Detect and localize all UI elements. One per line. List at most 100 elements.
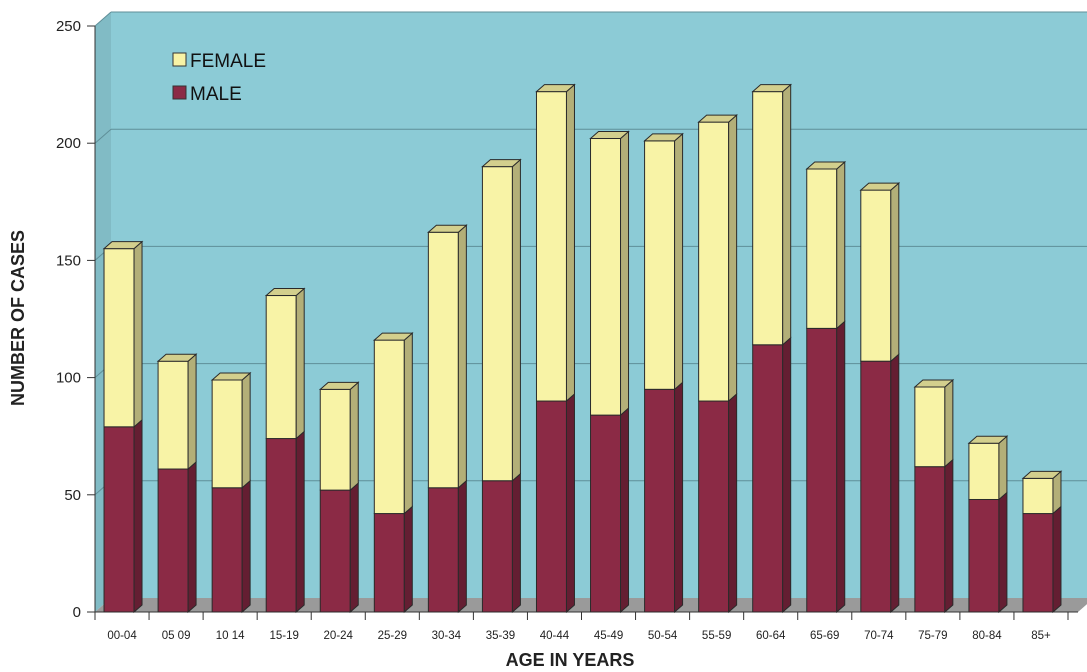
bar-top-00-04 — [102, 241, 144, 250]
bar-male-65-69-side — [836, 320, 846, 614]
x-tick-label: 05 09 — [162, 630, 191, 642]
x-tick-label: 60-64 — [756, 630, 786, 642]
bar-top-60-64 — [751, 84, 793, 93]
axes — [87, 25, 1078, 620]
bar-female-60-64 — [752, 91, 784, 346]
x-tick-label: 35-39 — [486, 630, 515, 642]
x-tick-label: 70-74 — [864, 630, 894, 642]
bar-stack-85+ — [1021, 470, 1063, 614]
bar-female-55-59-side — [728, 114, 738, 403]
bar-male-45-49-side — [620, 407, 630, 614]
bar-stack-40-44 — [535, 83, 576, 614]
bar-male-20-24 — [319, 489, 351, 613]
bar-stack-75-79 — [913, 378, 955, 614]
bar-female-10-14-side — [241, 371, 251, 489]
x-tick-labels: 00-04 05 09 10 14 15-19 20-24 25-29 30-34 35-39… — [107, 630, 1051, 642]
bar-top-70-74 — [859, 182, 901, 191]
y-tick-label: 150 — [56, 252, 81, 269]
x-tick-label: 50-54 — [648, 630, 678, 642]
bar-male-55-59-side — [728, 392, 738, 614]
bar-female-10-14 — [211, 379, 243, 489]
bar-stack-00-04 — [102, 240, 144, 614]
bar-top-40-44 — [535, 84, 576, 93]
bar-stack-70-74 — [859, 181, 901, 614]
y-tick-labels: 0 50 100 150 200 250 — [56, 18, 81, 621]
bar-female-30-34 — [427, 231, 459, 489]
bar-male-70-74-side — [890, 353, 900, 614]
bar-top-75-79 — [913, 379, 955, 388]
bar-female-00-04 — [103, 248, 135, 428]
bar-female-60-64-side — [782, 83, 792, 346]
bar-stack-15-19 — [264, 287, 306, 614]
gridline-side — [94, 128, 112, 144]
bar-top-50-54 — [643, 133, 684, 142]
bar-male-80-84 — [968, 498, 1000, 613]
bar-male-25-29 — [373, 513, 405, 613]
bar-top-05-09 — [156, 353, 198, 362]
bar-male-35-39 — [481, 480, 513, 613]
bar-female-35-39-side — [511, 158, 521, 482]
bar-female-65-69 — [806, 168, 838, 329]
bar-stack-30-34 — [427, 224, 468, 614]
bar-top-55-59 — [697, 114, 738, 123]
bar-male-20-24-side — [349, 482, 359, 614]
bar-male-05-09 — [157, 468, 189, 613]
bar-male-85+ — [1022, 513, 1054, 613]
bar-top-65-69 — [805, 161, 847, 170]
x-tick-label: 40-44 — [540, 630, 570, 642]
bar-male-10-14 — [211, 487, 243, 613]
bar-top-20-24 — [318, 381, 360, 390]
bar-female-50-54-side — [674, 132, 684, 391]
bar-stack-45-49 — [589, 130, 630, 614]
bar-female-40-44 — [535, 91, 567, 402]
bar-male-65-69 — [806, 327, 838, 613]
x-axis-title: AGE IN YEARS — [506, 650, 635, 670]
bar-male-35-39-side — [511, 472, 521, 614]
bar-male-15-19 — [265, 438, 297, 613]
legend: FEMALE MALE — [172, 51, 266, 105]
y-tick-label: 100 — [56, 370, 81, 387]
bar-female-30-34-side — [457, 224, 467, 489]
bar-female-55-59 — [698, 121, 730, 402]
y-axis-title: NUMBER OF CASES — [8, 230, 28, 406]
x-tick-label: 65-69 — [810, 630, 839, 642]
bar-female-05-09-side — [187, 353, 197, 471]
x-tick-label: 85+ — [1031, 630, 1051, 642]
x-tick-label: 30-34 — [432, 630, 462, 642]
x-tick-label: 80-84 — [972, 630, 1002, 642]
y-tick-label: 50 — [64, 487, 81, 504]
bar-top-15-19 — [264, 288, 306, 297]
legend-label-female: FEMALE — [190, 51, 266, 72]
x-tick-label: 10 14 — [216, 630, 245, 642]
x-tick-label: 15-19 — [269, 630, 298, 642]
bar-female-05-09 — [157, 360, 189, 470]
bar-male-05-09-side — [187, 460, 197, 614]
bar-female-35-39 — [481, 166, 513, 482]
x-tick-label: 45-49 — [594, 630, 623, 642]
bar-male-80-84-side — [998, 491, 1008, 614]
legend-swatch-female — [172, 52, 187, 67]
bar-female-70-74-side — [890, 181, 900, 363]
bar-male-10-14-side — [241, 479, 251, 614]
y-tick-label: 200 — [56, 135, 81, 152]
bar-stack-35-39 — [481, 158, 522, 614]
bar-female-00-04-side — [133, 240, 143, 428]
bar-stack-65-69 — [805, 160, 847, 614]
bar-stack-55-59 — [697, 114, 738, 614]
bar-female-25-29-side — [403, 331, 413, 515]
bar-top-80-84 — [967, 435, 1009, 444]
bar-male-30-34 — [427, 487, 459, 613]
bar-top-45-49 — [589, 131, 630, 140]
bar-male-60-64-side — [782, 336, 792, 614]
bar-stack-60-64 — [751, 83, 793, 614]
bar-female-15-19 — [265, 295, 297, 440]
bar-male-75-79 — [914, 466, 946, 613]
bar-top-25-29 — [372, 332, 414, 341]
bar-female-45-49 — [590, 138, 622, 416]
bar-female-25-29 — [373, 339, 405, 515]
bar-male-50-54-side — [674, 381, 684, 614]
bars — [102, 83, 1063, 614]
bar-male-60-64 — [752, 344, 784, 613]
x-tick-label: 00-04 — [107, 630, 137, 642]
